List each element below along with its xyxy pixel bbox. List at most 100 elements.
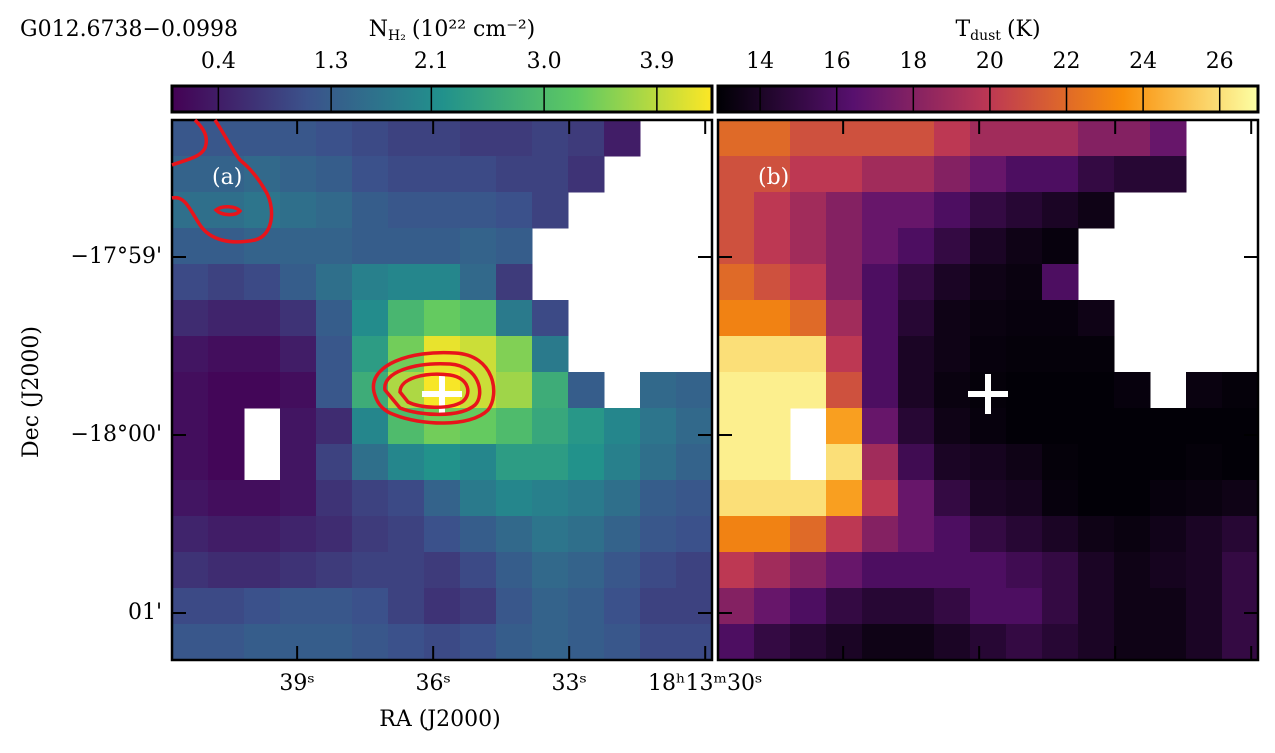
heatmap-cell: [862, 372, 899, 409]
heatmap-cell: [1114, 552, 1151, 589]
heatmap-cell: [934, 480, 971, 517]
heatmap-cell: [676, 408, 713, 445]
heatmap-cell: [1042, 336, 1079, 373]
heatmap-cell: [1042, 192, 1079, 229]
heatmap-cell: [604, 552, 641, 589]
heatmap-cell: [1042, 444, 1079, 481]
heatmap-cell: [1078, 192, 1115, 229]
heatmap-cell: [280, 516, 317, 553]
heatmap-cell: [1186, 624, 1223, 661]
heatmap-cell: [826, 408, 863, 445]
heatmap-cell: [862, 300, 899, 337]
heatmap-cell: [244, 624, 281, 661]
colorbar-label-rest: (10²² cm⁻²): [412, 17, 535, 42]
heatmap-cell: [790, 480, 827, 517]
heatmap-cell: [970, 552, 1007, 589]
heatmap-cell: [280, 192, 317, 229]
heatmap-cell: [208, 624, 245, 661]
heatmap-cell: [826, 228, 863, 265]
heatmap-cell: [754, 228, 791, 265]
heatmap-cell: [754, 516, 791, 553]
heatmap-cell: [496, 372, 533, 409]
heatmap-cell: [244, 192, 281, 229]
heatmap-cell: [532, 336, 569, 373]
heatmap-cell: [424, 120, 461, 157]
heatmap-cell: [970, 156, 1007, 193]
heatmap-cell: [388, 300, 425, 337]
colorbar-label: Tdust (K): [955, 17, 1040, 44]
heatmap-cell: [898, 264, 935, 301]
heatmap-cell: [208, 516, 245, 553]
heatmap-cell: [1114, 156, 1151, 193]
heatmap-cell: [790, 192, 827, 229]
heatmap-cell: [352, 516, 389, 553]
heatmap-cell: [208, 300, 245, 337]
heatmap-cell: [790, 552, 827, 589]
heatmap-cell: [1042, 264, 1079, 301]
heatmap-cell: [496, 444, 533, 481]
heatmap-cell: [1186, 516, 1223, 553]
heatmap-cell: [754, 264, 791, 301]
heatmap-cell: [460, 516, 497, 553]
heatmap-cell: [1150, 516, 1187, 553]
heatmap-cell: [424, 444, 461, 481]
heatmap-cell: [568, 408, 605, 445]
heatmap-cell: [718, 408, 755, 445]
heatmap-cell: [1006, 156, 1043, 193]
heatmap-cell: [604, 516, 641, 553]
heatmap-cell: [1186, 444, 1223, 481]
heatmap-cell: [280, 156, 317, 193]
heatmap-cell: [1150, 444, 1187, 481]
heatmap-cell: [1150, 120, 1187, 157]
heatmap-cell: [898, 228, 935, 265]
heatmap-cell: [424, 300, 461, 337]
heatmap-cell: [754, 624, 791, 661]
heatmap-cell: [172, 372, 209, 409]
heatmap-cell: [172, 336, 209, 373]
colorbar-tick-label: 24: [1129, 49, 1157, 74]
heatmap-cell: [1006, 336, 1043, 373]
heatmap-cell: [934, 264, 971, 301]
heatmap-cell: [676, 480, 713, 517]
heatmap-cell: [934, 192, 971, 229]
colorbar-tick-label: 16: [823, 49, 851, 74]
heatmap-cell: [568, 444, 605, 481]
heatmap-cell: [790, 588, 827, 625]
heatmap-cell: [862, 624, 899, 661]
heatmap-cell: [1078, 156, 1115, 193]
heatmap-cell: [898, 372, 935, 409]
x-tick-label: 36ˢ: [415, 671, 450, 696]
heatmap-cell: [424, 588, 461, 625]
heatmap-cell: [754, 588, 791, 625]
heatmap-cell: [172, 552, 209, 589]
heatmap-cell: [1042, 156, 1079, 193]
heatmap-cell: [280, 120, 317, 157]
figure-title: G012.6738−0.0998: [20, 17, 238, 42]
heatmap-cell: [388, 516, 425, 553]
heatmap-cell: [640, 408, 677, 445]
heatmap-cell: [460, 228, 497, 265]
contour: [171, 119, 274, 244]
heatmap-cell: [316, 624, 353, 661]
heatmap-cell: [1078, 444, 1115, 481]
heatmap-cell: [316, 300, 353, 337]
heatmap-cell: [1078, 588, 1115, 625]
heatmap-cell: [1006, 624, 1043, 661]
heatmap-cell: [568, 120, 605, 157]
heatmap-cell: [316, 408, 353, 445]
heatmap-cell: [676, 552, 713, 589]
heatmap-cell: [826, 444, 863, 481]
heatmap-cell: [568, 624, 605, 661]
heatmap-cell: [172, 444, 209, 481]
heatmap-cell: [790, 516, 827, 553]
heatmap-cell: [934, 444, 971, 481]
heatmap-cell: [1006, 120, 1043, 157]
heatmap-cell: [826, 264, 863, 301]
heatmap-cell: [1078, 120, 1115, 157]
colorbar-tick-label: 3.0: [527, 49, 562, 74]
heatmap-cell: [172, 264, 209, 301]
heatmap-cell: [898, 516, 935, 553]
heatmap-cell: [754, 192, 791, 229]
heatmap-cell: [1042, 588, 1079, 625]
heatmap-cell: [1222, 444, 1259, 481]
